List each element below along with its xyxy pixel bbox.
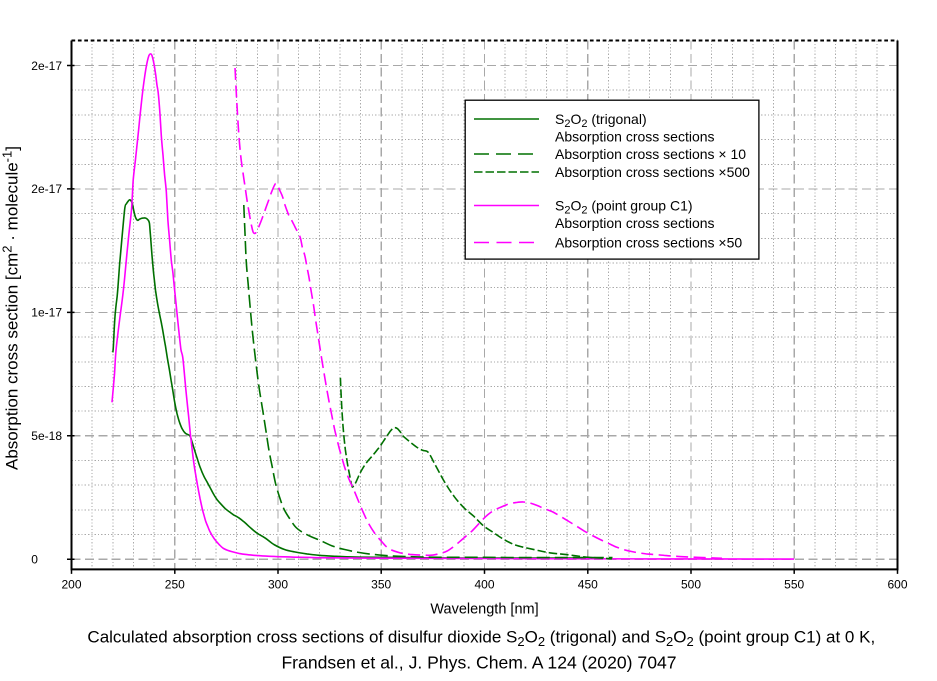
svg-text:Absorption cross sections ×50: Absorption cross sections ×50 [555, 234, 742, 250]
svg-text:2e-17: 2e-17 [31, 59, 62, 73]
svg-text:550: 550 [784, 578, 804, 592]
svg-text:1e-17: 1e-17 [31, 306, 62, 320]
svg-text:Absorption cross section [cm2: Absorption cross section [cm2 · molecule… [0, 146, 22, 470]
svg-text:350: 350 [371, 578, 391, 592]
svg-text:300: 300 [268, 578, 288, 592]
svg-text:250: 250 [165, 578, 185, 592]
svg-text:5e-18: 5e-18 [31, 429, 62, 443]
svg-text:Absorption cross sections: Absorption cross sections [555, 128, 715, 144]
svg-text:Absorption cross sections × 10: Absorption cross sections × 10 [555, 146, 746, 162]
svg-text:400: 400 [474, 578, 494, 592]
svg-text:2e-17: 2e-17 [31, 182, 62, 196]
svg-text:S2O2 (point group C1): S2O2 (point group C1) [555, 197, 693, 216]
svg-text:500: 500 [681, 578, 701, 592]
svg-text:450: 450 [578, 578, 598, 592]
svg-text:200: 200 [61, 578, 81, 592]
svg-text:Calculated absorption cross se: Calculated absorption cross sections of … [87, 628, 875, 650]
svg-text:Absorption cross sections: Absorption cross sections [555, 215, 715, 231]
svg-text:Absorption cross sections ×500: Absorption cross sections ×500 [555, 164, 750, 180]
svg-text:Frandsen et al., J. Phys. Chem: Frandsen et al., J. Phys. Chem. A 124 (2… [281, 653, 676, 673]
svg-text:S2O2 (trigonal): S2O2 (trigonal) [555, 111, 647, 130]
svg-text:600: 600 [887, 578, 907, 592]
svg-text:Wavelength [nm]: Wavelength [nm] [430, 602, 538, 618]
svg-text:0: 0 [31, 553, 38, 567]
